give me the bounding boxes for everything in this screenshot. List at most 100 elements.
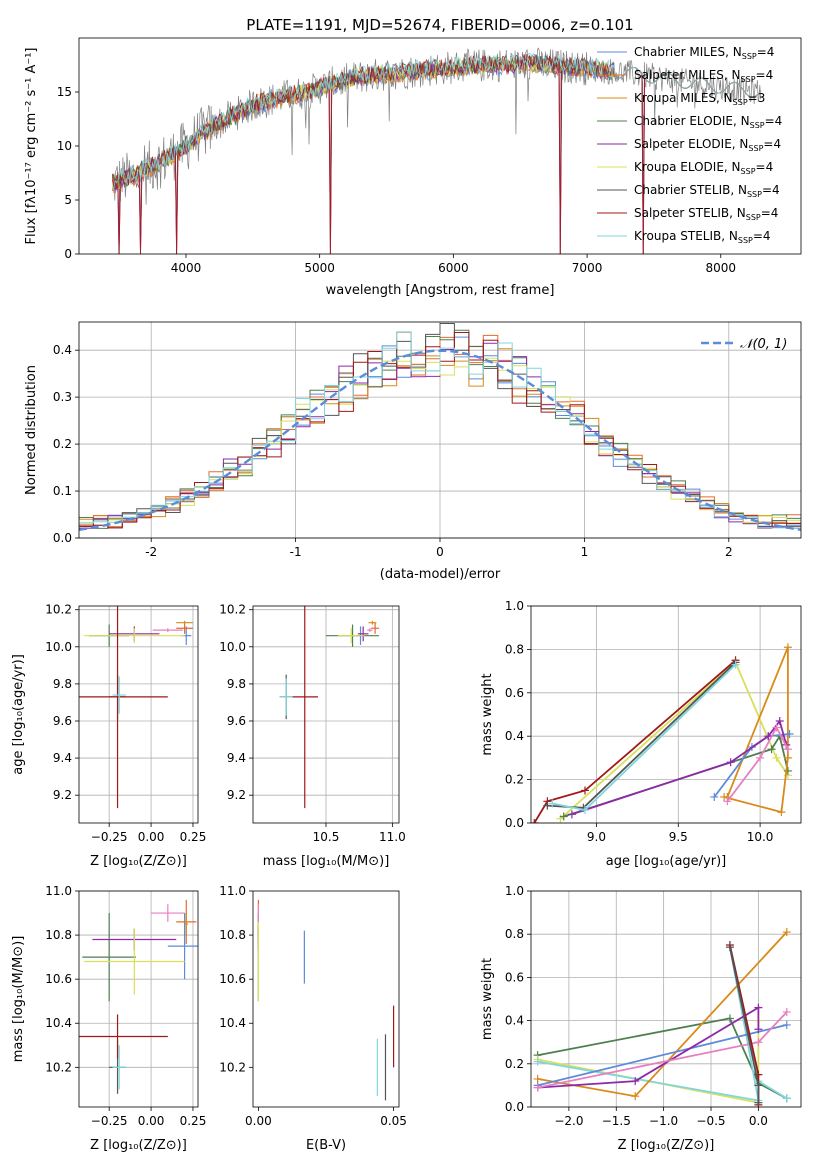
weight-marker <box>775 717 784 726</box>
y-tick-label: 0.0 <box>505 1100 524 1114</box>
weight-marker <box>783 643 792 652</box>
y-axis-label: mass weight <box>480 958 495 1040</box>
weight-marker <box>754 1038 763 1047</box>
weight-marker <box>782 1007 791 1016</box>
axes-frame <box>530 890 802 1108</box>
weight-series-line <box>537 1006 760 1089</box>
x-axis-label: age [log₁₀(age/yr)] <box>606 854 727 869</box>
weight-marker <box>783 753 792 762</box>
y-tick-label: 9.6 <box>227 714 246 728</box>
weight-series-line <box>571 718 788 816</box>
weight-series-line <box>537 1024 788 1087</box>
y-tick-label: 10.8 <box>45 928 72 942</box>
x-tick-label: 0.00 <box>138 830 165 844</box>
weight-marker <box>756 753 765 762</box>
x-tick-label: 10.0 <box>747 830 774 844</box>
weight-marker <box>782 1094 791 1103</box>
weight-marker <box>767 745 776 754</box>
legend-entry: 𝒩(0, 1) <box>740 337 787 352</box>
x-tick-label: 0.25 <box>180 1114 207 1128</box>
weight-marker <box>723 797 732 806</box>
y-tick-label: 15 <box>57 85 72 99</box>
x-tick-label: 9.0 <box>587 830 606 844</box>
weight-marker <box>559 812 568 821</box>
x-tick-label: 5000 <box>304 261 335 275</box>
residuals-chart: -2 -1 0 1 2 0.0 0.1 0.2 0.3 0.4 (data-model)/error… <box>24 321 802 582</box>
legend-entry: Chabrier MILES, NSSP=4 <box>634 45 774 61</box>
y-tick-label: 1.0 <box>505 884 524 898</box>
y-tick-label: 9.4 <box>53 751 72 765</box>
weight-series-line <box>559 660 789 820</box>
y-tick-label: 9.8 <box>53 677 72 691</box>
y-tick-label: 5 <box>64 193 72 207</box>
weight_vs_age-plot <box>531 643 794 823</box>
weight-marker <box>581 805 589 814</box>
age_vs_Z-plot <box>79 606 193 809</box>
legend-entry: Kroupa MILES, NSSP=3 <box>634 91 765 107</box>
y-tick-label: 10.2 <box>45 603 72 617</box>
weight-series-line <box>537 947 788 1102</box>
x-axis-label: Z [log₁₀(Z/Z⊙)] <box>90 1138 187 1153</box>
x-tick-label: −0.25 <box>91 1114 128 1128</box>
weight_vs_age-chart: 9.0 9.5 10.0 0.0 0.2 0.4 0.6 0.8 1.0 age [log₁₀(a… <box>480 599 802 869</box>
weight-marker <box>772 753 781 762</box>
y-tick-label: 0.4 <box>505 1014 524 1028</box>
weight-marker <box>531 819 539 823</box>
y-tick-label: 0.4 <box>53 343 72 357</box>
weight-marker <box>533 1083 542 1092</box>
legend-entry: Kroupa ELODIE, NSSP=4 <box>634 160 773 176</box>
spectrum-legend: Chabrier MILES, NSSP=4 Salpeter MILES, NS… <box>597 45 782 245</box>
weight-marker <box>754 1098 763 1107</box>
mass_vs_ebv-chart: 0.00 0.05 10.2 10.4 10.6 10.8 11.0 E(B-V) <box>219 884 407 1153</box>
legend-entry: Salpeter STELIB, NSSP=4 <box>634 206 778 222</box>
legend-entry: Kroupa STELIB, NSSP=4 <box>634 229 771 245</box>
weight-marker <box>533 1057 542 1066</box>
y-tick-label: 0.0 <box>505 816 524 830</box>
y-tick-label: 0.6 <box>505 686 524 700</box>
y-axis-label: mass [log₁₀(M/M⊙)] <box>11 936 26 1063</box>
weight-marker <box>754 1081 763 1090</box>
x-tick-label: −1.5 <box>602 1114 631 1128</box>
y-tick-label: 0.4 <box>505 729 524 743</box>
y-tick-label: 10.6 <box>219 972 246 986</box>
x-tick-label: 2 <box>725 545 733 559</box>
weight-marker <box>725 1014 734 1023</box>
x-axis-label: wavelength [Angstrom, rest frame] <box>326 283 555 298</box>
y-tick-label: 9.4 <box>227 751 246 765</box>
weight-series-line <box>537 1020 760 1104</box>
x-axis-label: mass [log₁₀(M/M⊙)] <box>263 854 390 869</box>
y-tick-label: 10.4 <box>219 1016 246 1030</box>
age_vs_mass-chart: 10.5 11.0 9.2 9.4 9.6 9.8 10.0 10.2 mass [log₁₀(… <box>219 603 405 869</box>
weight-marker <box>783 745 792 754</box>
weight-marker <box>726 758 735 767</box>
y-tick-label: 0.2 <box>53 437 72 451</box>
weight_vs_Z-plot <box>533 928 791 1107</box>
mass_vs_Z-chart: −0.25 0.00 0.25 10.2 10.4 10.6 10.8 11.0 Z [log₁… <box>11 884 206 1153</box>
weight-marker <box>720 792 729 801</box>
y-tick-label: 10.2 <box>219 603 246 617</box>
y-tick-label: 0.2 <box>505 1057 524 1071</box>
weight-marker <box>783 766 792 775</box>
x-tick-label: 0 <box>436 545 444 559</box>
y-tick-label: 10.2 <box>45 1060 72 1074</box>
y-tick-label: 9.8 <box>227 677 246 691</box>
weight-marker <box>631 1092 640 1101</box>
x-tick-label: -1 <box>290 545 302 559</box>
x-tick-label: 0.25 <box>180 830 207 844</box>
x-axis-label: E(B-V) <box>306 1138 346 1153</box>
x-tick-label: 0.00 <box>138 1114 165 1128</box>
x-tick-label: 0.0 <box>749 1114 768 1128</box>
y-tick-label: 0.6 <box>505 970 524 984</box>
y-axis-label: mass weight <box>480 673 495 755</box>
observed-spectrum-line <box>112 47 761 254</box>
y-tick-label: 0.8 <box>505 927 524 941</box>
y-tick-label: 10.6 <box>45 972 72 986</box>
weight-marker <box>543 801 552 810</box>
weight-series-line <box>537 931 788 1098</box>
mass_vs_ebv-plot <box>257 899 395 1101</box>
histogram-plot <box>79 323 801 531</box>
x-tick-label: -2 <box>145 545 157 559</box>
y-tick-label: 10.0 <box>219 640 246 654</box>
y-tick-label: 0.2 <box>505 773 524 787</box>
legend-entry: Salpeter MILES, NSSP=4 <box>634 68 773 84</box>
